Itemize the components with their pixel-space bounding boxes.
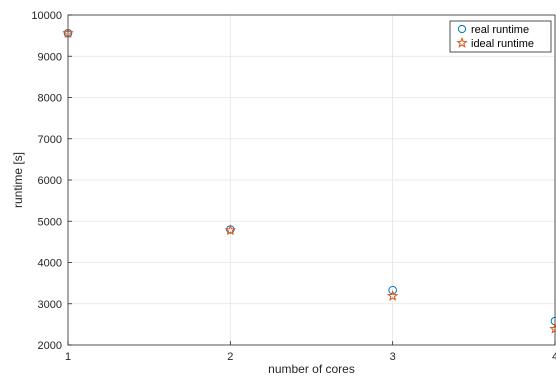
ideal-runtime-point-3 bbox=[386, 289, 399, 301]
x-tick-label-3: 3 bbox=[390, 351, 396, 363]
y-tick-label-2000: 2000 bbox=[38, 340, 62, 352]
grid-lines bbox=[68, 15, 555, 345]
axis-ticks bbox=[67, 14, 556, 346]
legend-ideal-runtime-marker bbox=[456, 36, 468, 48]
y-tick-label-10000: 10000 bbox=[31, 10, 62, 22]
legend-real-runtime-label: real runtime bbox=[471, 24, 529, 36]
legend-box bbox=[449, 20, 552, 53]
ideal-runtime-point-4 bbox=[549, 322, 556, 334]
ideal-runtime-point-2 bbox=[224, 224, 237, 236]
x-tick-label-2: 2 bbox=[227, 351, 233, 363]
legend: real runtime ideal runtime bbox=[449, 20, 552, 53]
legend-real-runtime-marker bbox=[457, 24, 467, 34]
ideal-runtime-point-1 bbox=[62, 27, 74, 39]
x-tick-label-4: 4 bbox=[552, 351, 556, 363]
y-axis-title: runtime [s] bbox=[11, 152, 25, 208]
y-tick-label-3000: 3000 bbox=[38, 299, 62, 311]
real-runtime-point-3 bbox=[388, 285, 397, 295]
y-tick-label-7000: 7000 bbox=[38, 134, 62, 146]
legend-ideal-runtime-label: ideal runtime bbox=[471, 38, 534, 50]
x-tick-label-1: 1 bbox=[65, 351, 71, 363]
x-axis-title: number of cores bbox=[268, 362, 355, 376]
y-tick-label-6000: 6000 bbox=[38, 175, 62, 187]
y-tick-label-4000: 4000 bbox=[38, 258, 62, 270]
data-marks bbox=[62, 27, 556, 334]
tick-labels: 1 2 3 4 2000 3000 4000 5000 6000 7000 8000 9000 1000… bbox=[31, 10, 556, 363]
y-tick-label-5000: 5000 bbox=[38, 216, 62, 228]
y-tick-label-9000: 9000 bbox=[38, 51, 62, 63]
y-tick-label-8000: 8000 bbox=[38, 93, 62, 105]
